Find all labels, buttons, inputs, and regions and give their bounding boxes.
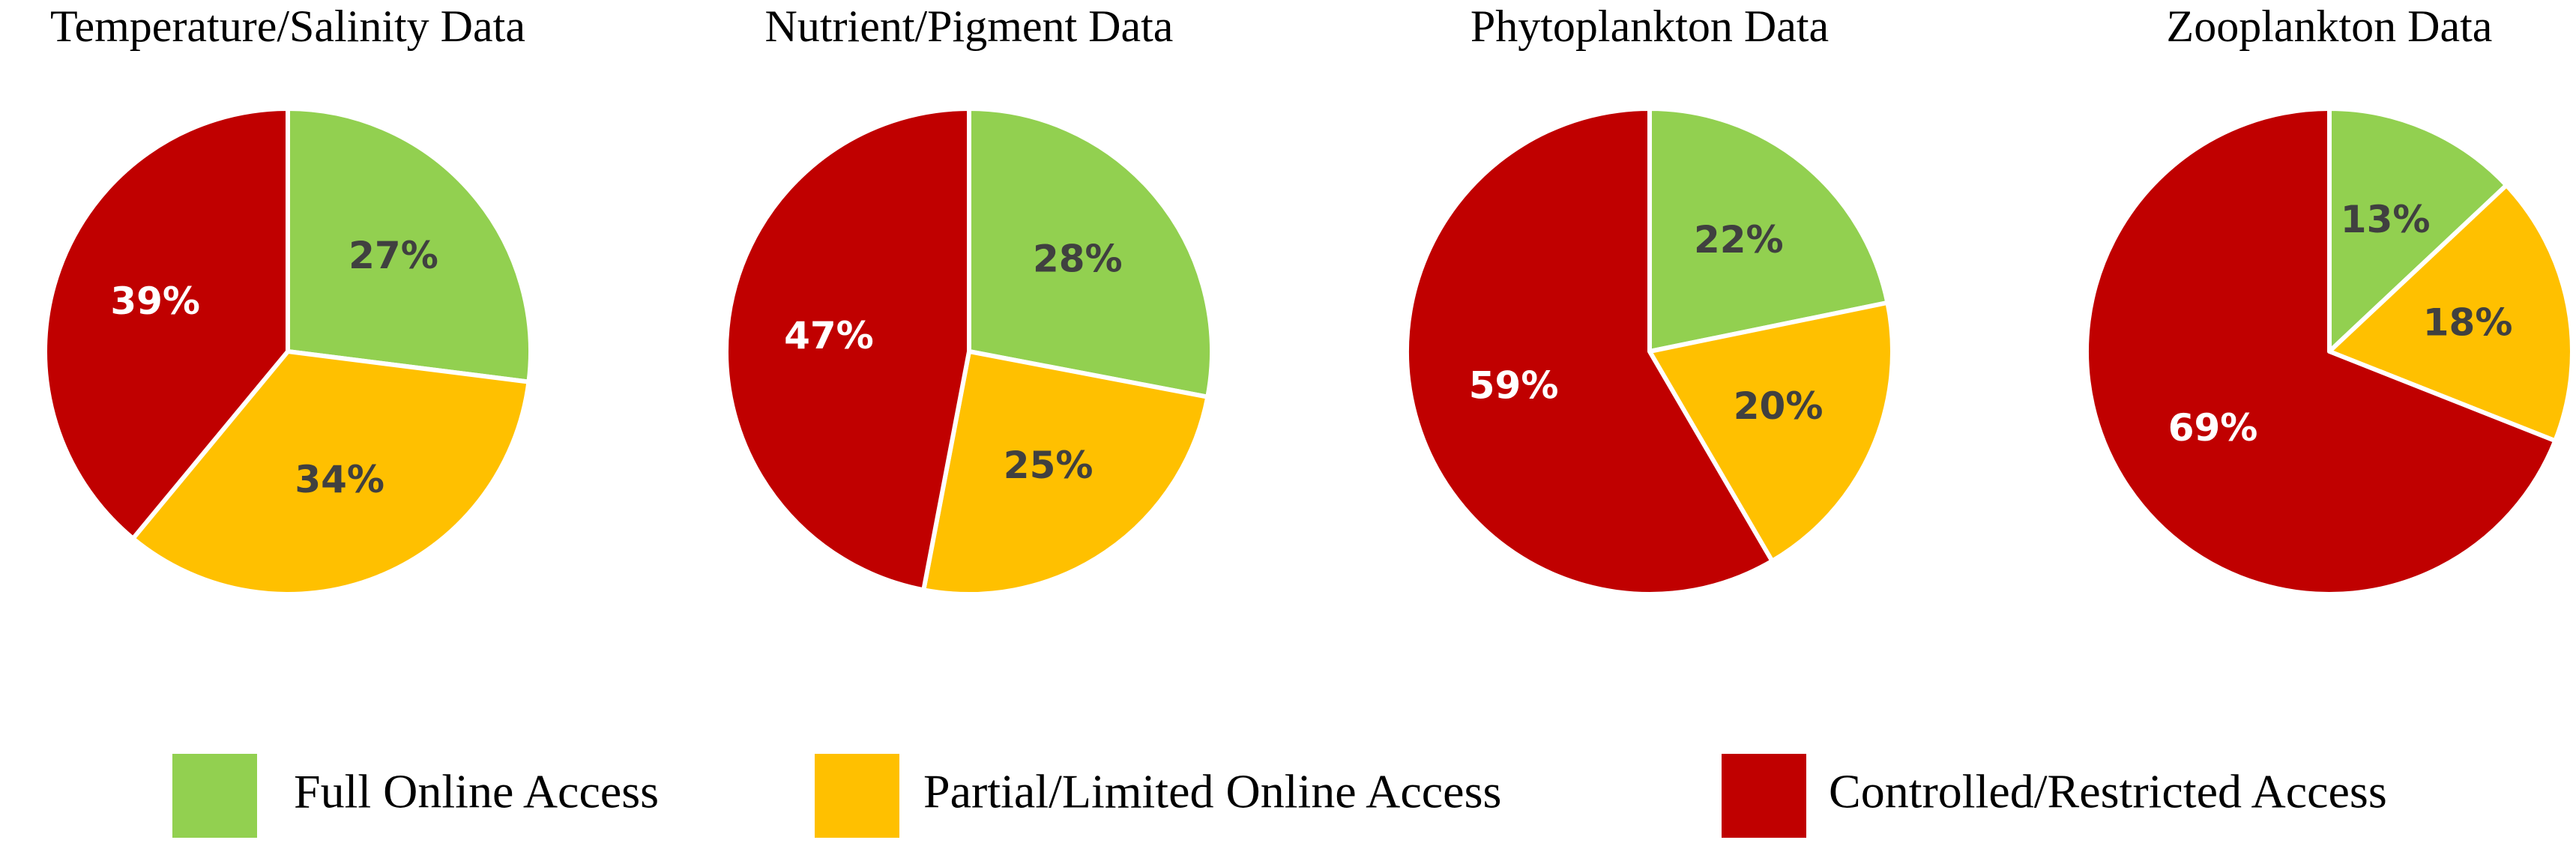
legend-swatch [815, 754, 899, 838]
legend-label: Partial/Limited Online Access [923, 765, 1501, 818]
legend-swatch [172, 754, 257, 838]
legend-swatch [1722, 754, 1806, 838]
pie-slice [2327, 183, 2575, 444]
value-label: 47% [784, 314, 874, 357]
legend-label: Full Online Access [294, 765, 659, 818]
pie-slice [2327, 106, 2509, 354]
pie-slice [130, 349, 531, 596]
pie-slice [921, 349, 1210, 596]
value-label: 34% [295, 458, 384, 501]
pie-slice [1647, 300, 1895, 563]
value-label: 69% [2168, 406, 2258, 450]
chart-title: Zooplankton Data [2167, 1, 2493, 51]
value-label: 59% [1469, 364, 1559, 408]
pie-slice [286, 106, 533, 384]
pie-slice [2084, 106, 2558, 596]
value-label: 18% [2423, 300, 2513, 344]
pie-slice [967, 106, 1214, 399]
pie-slice [43, 106, 290, 541]
value-label: 25% [1004, 444, 1094, 487]
chart-title: Temperature/Salinity Data [50, 1, 525, 51]
value-label: 20% [1734, 384, 1824, 428]
legend-label: Controlled/Restricted Access [1829, 765, 2387, 818]
chart-title: Phytoplankton Data [1471, 1, 1829, 51]
chart-title: Nutrient/Pigment Data [765, 1, 1174, 51]
value-label: 27% [349, 234, 438, 277]
value-label: 28% [1033, 238, 1123, 281]
value-label: 39% [110, 280, 200, 323]
value-label: 22% [1694, 218, 1784, 262]
value-label: 13% [2341, 198, 2431, 241]
pie-slice [724, 106, 971, 593]
pie-slice [1405, 106, 1775, 596]
pie-slice [1647, 106, 1890, 354]
